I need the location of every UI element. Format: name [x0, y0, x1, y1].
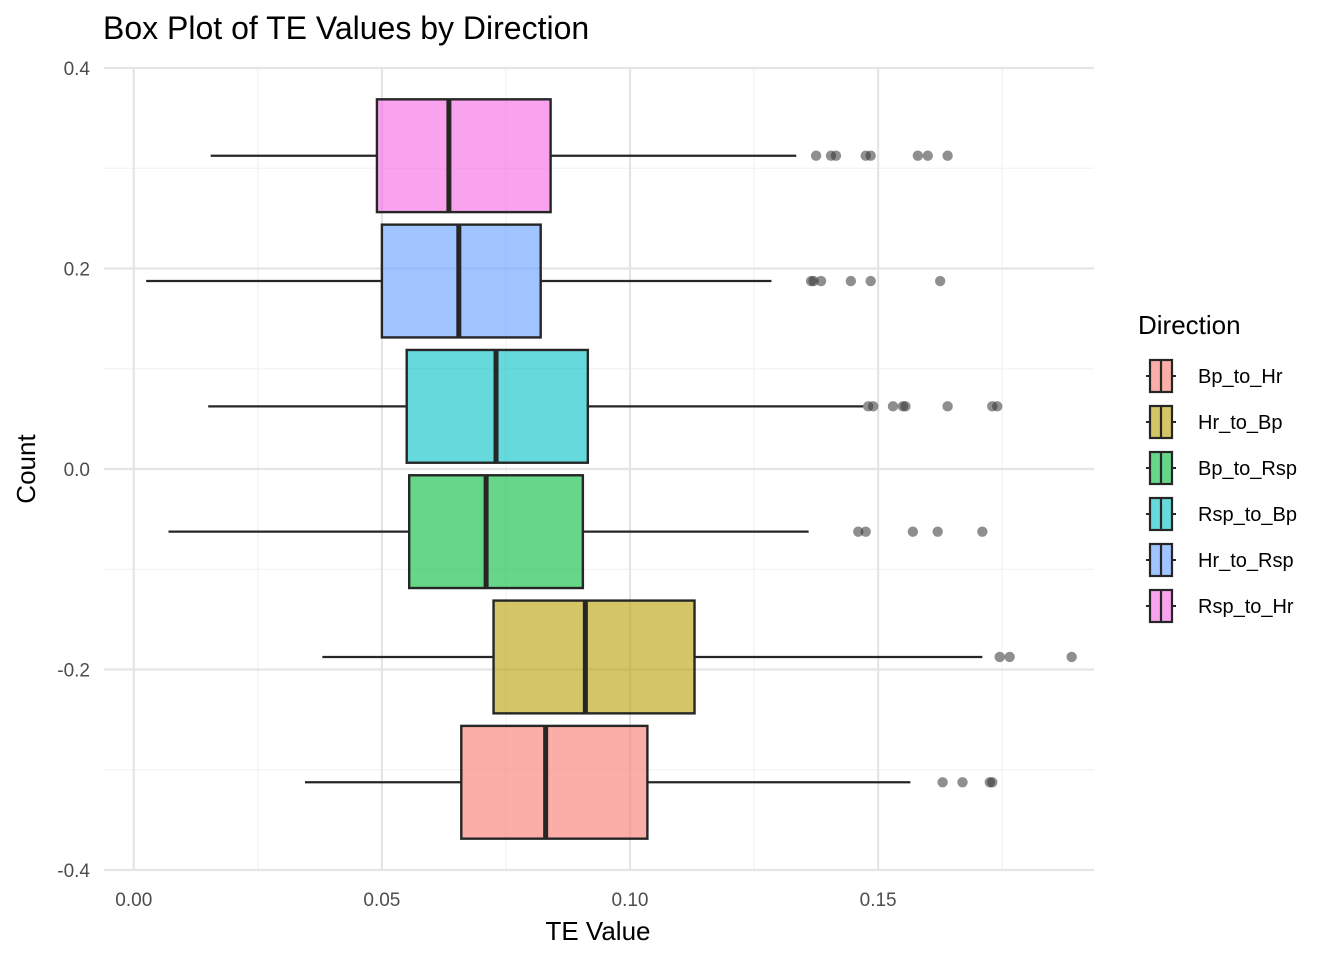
outlier-point: [867, 401, 879, 412]
y-tick-label: -0.4: [57, 861, 90, 882]
outlier-point: [987, 777, 998, 788]
grid-layer: [104, 66, 1094, 872]
outlier-point: [922, 150, 933, 161]
outlier-point: [887, 401, 899, 412]
y-tick-label: 0.2: [64, 260, 90, 281]
y-tick-label: -0.2: [57, 661, 90, 682]
outlier-point: [860, 526, 871, 537]
box-iqr: [407, 474, 585, 590]
y-tick-label: 0.4: [64, 59, 91, 80]
outlier-point: [853, 526, 864, 537]
legend-label: Hr_to_Bp: [1198, 412, 1283, 434]
chart-title: Box Plot of TE Values by Direction: [103, 10, 589, 46]
box-group-Rsp_to_Hr: [210, 98, 953, 214]
outlier-point: [934, 275, 946, 287]
outlier-point: [1066, 651, 1077, 663]
legend-item-Hr_to_Rsp: Hr_to_Rsp: [1146, 542, 1294, 578]
y-axis-title: Count: [11, 434, 41, 504]
x-axis-title: TE Value: [545, 916, 650, 946]
legend-title: Direction: [1138, 310, 1241, 340]
outlier-point: [900, 401, 911, 412]
box-group-Bp_to_Hr: [304, 724, 998, 840]
legend-item-Bp_to_Hr: Bp_to_Hr: [1146, 358, 1283, 394]
outlier-point: [977, 526, 988, 537]
outlier-point: [942, 150, 953, 161]
legend-label: Bp_to_Hr: [1198, 366, 1283, 388]
outlier-point: [815, 275, 827, 287]
legend-item-Hr_to_Bp: Hr_to_Bp: [1146, 404, 1283, 440]
outlier-point: [992, 401, 1003, 412]
box-iqr: [460, 724, 649, 840]
x-tick-label: 0.10: [612, 890, 649, 911]
boxes-layer: [146, 98, 1077, 840]
x-tick-label: 0.05: [363, 890, 400, 911]
tick-labels-layer: 0.00 0.05 0.10 0.15 0.4 0.2 0.0 -0.2 -0.4: [57, 59, 896, 911]
box-iqr: [375, 98, 552, 214]
outlier-point: [957, 777, 968, 788]
outlier-point: [1004, 651, 1015, 663]
y-tick-label: 0.0: [64, 460, 90, 481]
box-group-Bp_to_Rsp: [168, 474, 988, 590]
box-group-Rsp_to_Bp: [208, 348, 1003, 464]
legend: Direction Bp_to_Hr Hr_to_Bp Bp_to_Rsp Rsp_t…: [1138, 310, 1297, 624]
outlier-point: [994, 651, 1005, 663]
legend-label: Hr_to_Rsp: [1198, 550, 1294, 572]
box-iqr: [492, 599, 696, 715]
legend-item-Bp_to_Rsp: Bp_to_Rsp: [1146, 450, 1297, 486]
outlier-point: [937, 777, 948, 788]
outlier-point: [942, 401, 953, 412]
box-group-Hr_to_Rsp: [146, 223, 946, 339]
outlier-point: [810, 150, 822, 161]
outlier-point: [808, 275, 819, 287]
outlier-point: [865, 275, 876, 287]
legend-label: Rsp_to_Hr: [1198, 596, 1294, 618]
x-tick-label: 0.15: [860, 890, 897, 911]
legend-label: Rsp_to_Bp: [1198, 504, 1297, 526]
box-group-Hr_to_Bp: [322, 599, 1077, 715]
legend-label: Bp_to_Rsp: [1198, 458, 1297, 480]
outlier-point: [932, 526, 943, 537]
outlier-point: [830, 150, 842, 161]
outlier-point: [865, 150, 876, 161]
outlier-point: [845, 275, 857, 287]
legend-item-Rsp_to_Hr: Rsp_to_Hr: [1146, 588, 1294, 624]
x-tick-label: 0.00: [115, 890, 152, 911]
legend-item-Rsp_to_Bp: Rsp_to_Bp: [1146, 496, 1297, 532]
outlier-point: [912, 150, 924, 161]
outlier-point: [907, 526, 919, 537]
